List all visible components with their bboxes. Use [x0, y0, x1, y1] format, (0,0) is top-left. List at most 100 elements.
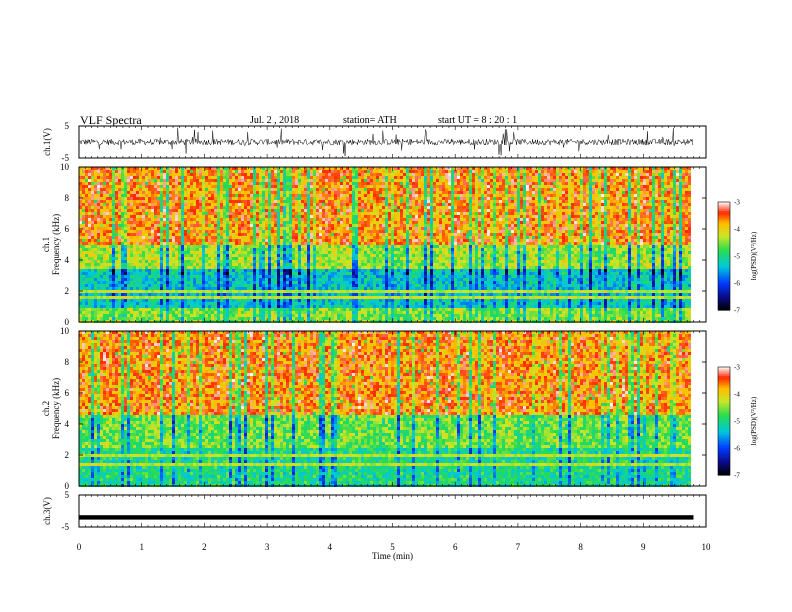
- ch1-spectrogram-cell: [364, 203, 367, 206]
- ch1-spectrogram-cell: [313, 182, 316, 185]
- ch1-spectrogram-cell: [103, 218, 106, 221]
- ch1-spectrogram-cell: [307, 167, 310, 170]
- ch1-spectrogram-cell: [265, 188, 268, 191]
- ch1-spectrogram-cell: [604, 185, 607, 188]
- ch1-spectrogram-cell: [670, 218, 673, 221]
- ch1-spectrogram-cell: [478, 176, 481, 179]
- ch1-spectrogram-cell: [565, 200, 568, 203]
- ch1-spectrogram-cell: [100, 167, 103, 170]
- ch1-spectrogram-cell: [127, 236, 130, 239]
- ch1-spectrogram-cell: [121, 194, 124, 197]
- ch1-spectrogram-cell: [631, 173, 634, 176]
- ch1-spectrogram-cell: [364, 200, 367, 203]
- ch1-spectrogram-cell: [493, 230, 496, 233]
- ch1-spectrogram-cell: [553, 176, 556, 179]
- ch1-spectrogram-cell: [328, 230, 331, 233]
- ch1-spectrogram-cell: [673, 197, 676, 200]
- ch1-spectrogram-cell: [478, 218, 481, 221]
- ch1-spectrogram-cell: [496, 173, 499, 176]
- ch1-spectrogram-cell: [565, 212, 568, 215]
- ch1-spectrogram-cell: [667, 212, 670, 215]
- ch1-spectrogram-cell: [610, 170, 613, 173]
- ch1-spectrogram-cell: [481, 233, 484, 236]
- ch1-spectrogram-cell: [520, 230, 523, 233]
- ch1-spectrogram-cell: [145, 182, 148, 185]
- ch1-spectrogram-cell: [670, 188, 673, 191]
- ch1-spectrogram-cell: [163, 215, 166, 218]
- ch1-spectrogram-cell: [187, 212, 190, 215]
- ch1-spectrogram-cell: [631, 191, 634, 194]
- ch1-spectrogram-cell: [313, 224, 316, 227]
- ch1-spectrogram-cell: [502, 173, 505, 176]
- ch1-spectrogram-cell: [97, 188, 100, 191]
- ch1-spectrogram-cell: [511, 227, 514, 230]
- ch1-spectrogram-cell: [676, 233, 679, 236]
- ch1-spectrogram-cell: [619, 167, 622, 170]
- ch1-spectrogram-cell: [106, 203, 109, 206]
- ch1-spectrogram-cell: [262, 188, 265, 191]
- ch1-spectrogram-cell: [670, 230, 673, 233]
- ch1-spectrogram-cell: [208, 233, 211, 236]
- ch1-spectrogram-cell: [499, 212, 502, 215]
- ch1-spectrogram-cell: [259, 185, 262, 188]
- ch1-spectrogram-cell: [388, 188, 391, 191]
- ch1-spectrogram-cell: [334, 215, 337, 218]
- ch1-spectrogram-cell: [358, 212, 361, 215]
- ch1-spectrogram-cell: [553, 194, 556, 197]
- ch1-spectrogram-cell: [91, 218, 94, 221]
- ch1-spectrogram-cell: [208, 188, 211, 191]
- ch1-spectrogram-cell: [370, 224, 373, 227]
- ch1-spectrogram-cell: [640, 233, 643, 236]
- ch1-spectrogram-cell: [175, 206, 178, 209]
- ch1-spectrogram-cell: [103, 221, 106, 224]
- ch1-spectrogram-cell: [136, 200, 139, 203]
- ch1-spectrogram-cell: [577, 191, 580, 194]
- ch1-spectrogram-cell: [643, 203, 646, 206]
- ch1-spectrogram-cell: [547, 200, 550, 203]
- ch1-spectrogram-cell: [280, 182, 283, 185]
- ch1-spectrogram-cell: [559, 173, 562, 176]
- ch1-spectrogram-cell: [193, 179, 196, 182]
- ch1-spectrogram-cell: [196, 206, 199, 209]
- ch1-spectrogram-cell: [397, 179, 400, 182]
- ch1-spectrogram-cell: [325, 179, 328, 182]
- ch1-spectrogram-cell: [403, 188, 406, 191]
- ch1-spectrogram-cell: [250, 170, 253, 173]
- ch1-spectrogram-cell: [361, 179, 364, 182]
- ch1-spectrogram-cell: [199, 188, 202, 191]
- ch1-spectrogram-cell: [265, 185, 268, 188]
- ch1-spectrogram-cell: [382, 227, 385, 230]
- ch1-spectrogram-cell: [334, 176, 337, 179]
- ch1-spectrogram-cell: [319, 215, 322, 218]
- ch1-spectrogram-cell: [436, 182, 439, 185]
- ch1-spectrogram-cell: [664, 185, 667, 188]
- ch1-spectrogram-cell: [154, 188, 157, 191]
- ch1-spectrogram-cell: [370, 215, 373, 218]
- ch1-spectrogram-cell: [202, 188, 205, 191]
- ch1-spectrogram-cell: [148, 179, 151, 182]
- ch1-spectrogram-cell: [646, 191, 649, 194]
- ch1-spectrogram-cell: [571, 209, 574, 212]
- ch1-spectrogram-cell: [262, 209, 265, 212]
- ch1-spectrogram-cell: [634, 224, 637, 227]
- ch1-spectrogram-cell: [172, 233, 175, 236]
- ch1-spectrogram-cell: [286, 230, 289, 233]
- ch1-spectrogram-cell: [94, 182, 97, 185]
- ch1-spectrogram-cell: [250, 206, 253, 209]
- ch1-spectrogram-cell: [493, 200, 496, 203]
- ch1-spectrogram-cell: [106, 179, 109, 182]
- ch1-spectrogram-cell: [181, 191, 184, 194]
- ch1-spectrogram-cell: [688, 170, 691, 173]
- ch1-spectrogram-cell: [490, 176, 493, 179]
- ch1-spectrogram-cell: [670, 191, 673, 194]
- ch1-spectrogram-cell: [253, 206, 256, 209]
- ch1-spectrogram-cell: [85, 209, 88, 212]
- ch1-spectrogram-cell: [379, 194, 382, 197]
- ch1-spectrogram-cell: [349, 233, 352, 236]
- ch1-spectrogram-cell: [538, 167, 541, 170]
- ch1-spectrogram-cell: [445, 167, 448, 170]
- ch1-spectrogram-cell: [115, 176, 118, 179]
- ch1-spectrogram-cell: [472, 200, 475, 203]
- ch1-spectrogram-cell: [100, 221, 103, 224]
- ch1-spectrogram-cell: [583, 224, 586, 227]
